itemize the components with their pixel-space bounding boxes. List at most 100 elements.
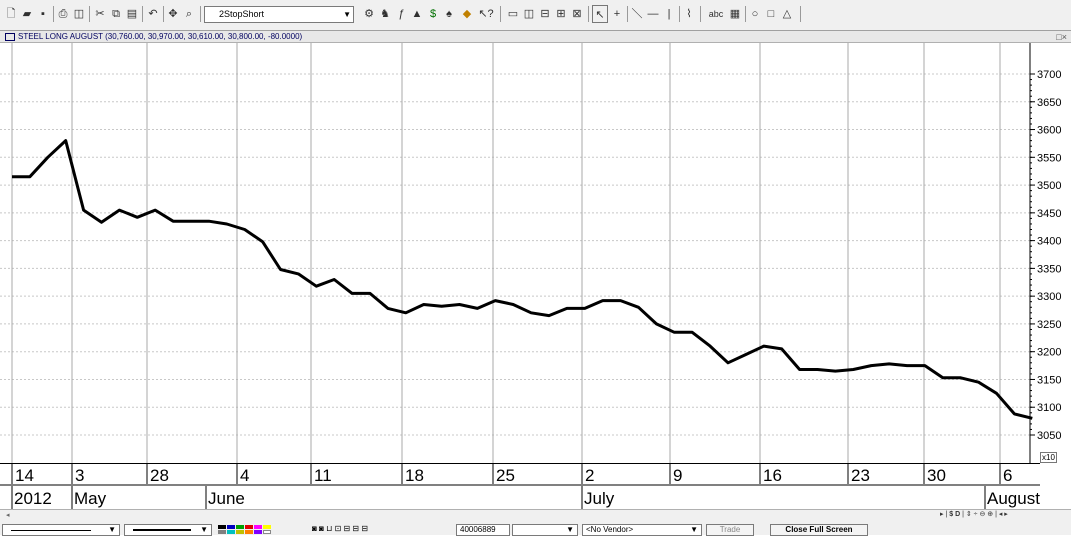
tile-vertical-icon[interactable]: ◫ (523, 8, 535, 20)
text-tool-icon[interactable]: abc (708, 9, 724, 19)
tile-horizontal-icon[interactable]: ⊟ (540, 8, 550, 20)
y-tick-label: 3250 (1037, 319, 1061, 331)
toolbar-separator (500, 6, 501, 22)
month-label: July (584, 489, 615, 508)
y-axis: 3700 3650 3600 3550 3500 3450 3400 3350 3300 3250… (1030, 69, 1061, 442)
line-style-preview (11, 530, 91, 531)
vendor-select[interactable]: <No Vendor> ▼ (582, 524, 702, 536)
line-style-select[interactable]: ▼ (2, 524, 120, 536)
week-label: 4 (240, 466, 249, 485)
indicator-icon[interactable]: ⚙ (364, 8, 374, 20)
triangle-icon[interactable]: △ (782, 8, 792, 20)
print-preview-icon[interactable]: ◫ (73, 8, 85, 20)
y-tick-label: 3600 (1037, 125, 1061, 137)
crosshair-icon[interactable]: ✥ (168, 8, 178, 20)
week-label: 30 (927, 466, 946, 485)
chart-grid (0, 43, 1030, 463)
dollar-icon[interactable]: $ (429, 8, 437, 20)
chevron-down-icon: ▼ (566, 525, 574, 534)
y-tick-label: 3050 (1037, 430, 1061, 442)
week-label: 23 (851, 466, 870, 485)
chart-analysis-icon[interactable]: ◆ (462, 8, 472, 20)
account-field[interactable]: 40006889 (456, 524, 510, 536)
chart-nav-controls[interactable]: ▸ | $ D | ⇕ ÷ ⊖ ⊕ | ◂ ▸ (940, 511, 1008, 518)
toolbar-separator (89, 6, 90, 22)
y-tick-label: 3350 (1037, 263, 1061, 275)
scroll-left-icon[interactable]: ◂ (6, 512, 10, 519)
toolbar-separator (800, 6, 801, 22)
crosshair-plus-icon[interactable]: + (613, 8, 621, 20)
toolbar-separator (588, 6, 589, 22)
toolbar-separator (627, 6, 628, 22)
y-tick-label: 3500 (1037, 180, 1061, 192)
chevron-down-icon: ▼ (690, 525, 698, 534)
ellipse-icon[interactable]: ○ (751, 8, 759, 20)
week-label: 9 (673, 466, 682, 485)
symbol-select[interactable]: ▼ (512, 524, 578, 536)
print-icon[interactable]: ⎙ (58, 8, 68, 20)
y-scale-unit: x10 (1040, 452, 1057, 463)
drawing-tools-icons[interactable]: ◙ ◙ ⊔ ⊡ ⊟ ⊟ ⊟ (312, 524, 369, 533)
chart-window-titlebar: STEEL LONG AUGUST (30,760.00, 30,970.00,… (0, 31, 1071, 43)
trendline-icon[interactable]: ＼ (631, 8, 643, 20)
week-label: 2 (585, 466, 594, 485)
toolbar-separator (700, 6, 701, 22)
toolbar-separator (53, 6, 54, 22)
fibonacci-icon[interactable]: ⌇ (686, 8, 692, 20)
binoculars-icon[interactable]: ♠ (446, 8, 452, 20)
chevron-down-icon: ▼ (200, 525, 208, 534)
open-icon[interactable]: ▰ (22, 8, 32, 20)
vertical-line-icon[interactable]: | (667, 8, 671, 20)
window-controls[interactable]: □× (1056, 32, 1067, 42)
toolbar-separator (163, 6, 164, 22)
function-icon[interactable]: ƒ (397, 8, 405, 20)
y-tick-label: 3650 (1037, 97, 1061, 109)
date-axis-svg: 14 3 28 4 11 18 25 2 9 16 23 30 6 2012 May June July Augu… (0, 464, 1040, 510)
trade-button[interactable]: Trade (706, 524, 754, 536)
toolbar-separator (200, 6, 201, 22)
copy-icon[interactable]: ⧉ (112, 8, 120, 20)
zoom-icon[interactable]: ⌕ (185, 8, 193, 20)
week-label: 6 (1003, 466, 1012, 485)
window-cascade-icon[interactable]: ▭ (507, 8, 519, 20)
rectangle-fill-icon[interactable]: ▦ (729, 8, 741, 20)
rectangle-icon[interactable]: □ (767, 8, 775, 20)
month-label: June (208, 489, 245, 508)
y-tick-label: 3300 (1037, 291, 1061, 303)
horizontal-line-icon[interactable]: — (647, 8, 659, 20)
undo-icon[interactable]: ↶ (148, 8, 158, 20)
save-icon[interactable]: ▪ (41, 8, 45, 20)
nav-text: $ D (949, 511, 961, 518)
chevron-down-icon: ▼ (108, 525, 116, 534)
select-arrow-icon[interactable]: ↖ (592, 5, 608, 23)
showme-icon[interactable]: ▲ (411, 8, 423, 20)
line-width-select[interactable]: ▼ (124, 524, 212, 536)
color-palette-icon[interactable] (218, 524, 288, 536)
week-label: 25 (496, 466, 515, 485)
strategy-select-value: 2StopShort (219, 9, 265, 19)
close-full-screen-button[interactable]: Close Full Screen (770, 524, 868, 536)
y-tick-label: 3100 (1037, 402, 1061, 414)
new-icon[interactable]: 🗋 (6, 8, 16, 20)
y-tick-label: 3400 (1037, 236, 1061, 248)
tile-grid-icon[interactable]: ⊞ (556, 8, 566, 20)
line-width-preview (133, 529, 191, 531)
strategy-icon[interactable]: ♞ (380, 8, 390, 20)
help-pointer-icon[interactable]: ↖? (478, 8, 494, 20)
bottom-toolbar: ◂ ▸ | $ D | ⇕ ÷ ⊖ ⊕ | ◂ ▸ ▼ ▼ ◙ ◙ ⊔ ⊡ ⊟ … (0, 509, 1071, 536)
window-icon (5, 33, 15, 41)
toolbar-separator (745, 6, 746, 22)
strategy-select[interactable]: 2StopShort ▼ (204, 6, 354, 23)
month-label: August (987, 489, 1040, 508)
month-label: May (74, 489, 107, 508)
y-tick-label: 3200 (1037, 347, 1061, 359)
week-label: 16 (763, 466, 782, 485)
main-toolbar: 🗋 ▰ ▪ ⎙ ◫ ✂ ⧉ ▤ ↶ ✥ ⌕ 2StopShort ▼ ⚙ ♞ ƒ… (0, 0, 1071, 31)
month-label: 2012 (14, 489, 52, 508)
paste-icon[interactable]: ▤ (126, 8, 138, 20)
workspace-icon[interactable]: ⊠ (572, 8, 582, 20)
chevron-down-icon: ▼ (343, 10, 351, 19)
cut-icon[interactable]: ✂ (95, 8, 105, 20)
price-chart[interactable]: 3700 3650 3600 3550 3500 3450 3400 3350 3300 3250… (0, 43, 1071, 463)
toolbar-separator (142, 6, 143, 22)
